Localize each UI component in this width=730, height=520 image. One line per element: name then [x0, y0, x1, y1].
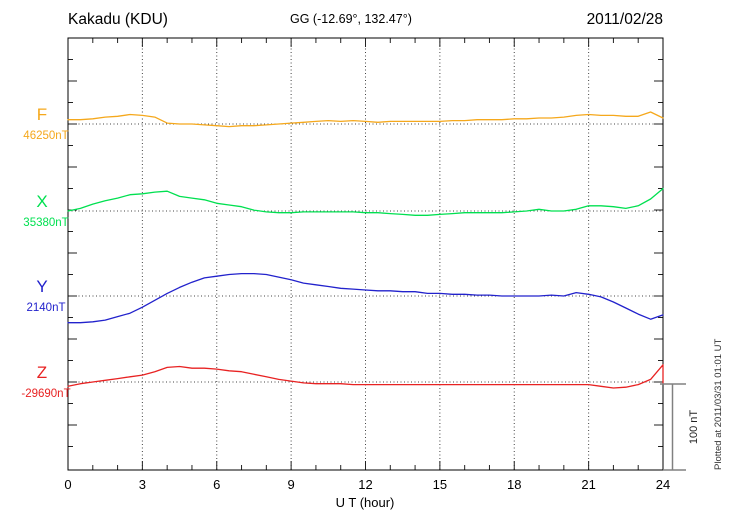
gridlines [68, 38, 663, 470]
component-label-x: X [36, 192, 47, 211]
baseline-value-x: 35380nT [23, 217, 68, 229]
trace-z [67, 364, 664, 389]
plotted-note: Plotted at 2011/03/31 01:01 UT [713, 338, 724, 470]
traces [67, 111, 664, 389]
hour-label-18: 18 [507, 477, 521, 492]
x-axis-title: U T (hour) [336, 495, 395, 510]
x-axis-tick-labels: 0 3 6 9 12 15 18 21 24 [64, 477, 670, 492]
hour-label-24: 24 [656, 477, 670, 492]
trace-x [67, 187, 664, 216]
component-label-z: Z [37, 363, 47, 382]
date-label: 2011/02/28 [587, 11, 663, 28]
scale-bar: 100 nT [660, 383, 700, 471]
component-label-y: Y [36, 277, 47, 296]
coordinates-label: GG (-12.69°, 132.47°) [290, 12, 412, 26]
hour-label-9: 9 [288, 477, 295, 492]
scale-bar-label: 100 nT [688, 410, 700, 445]
hour-label-0: 0 [64, 477, 71, 492]
hour-label-15: 15 [433, 477, 447, 492]
hour-label-6: 6 [213, 477, 220, 492]
hour-label-21: 21 [581, 477, 595, 492]
hour-label-3: 3 [139, 477, 146, 492]
axis-ticks [68, 38, 663, 470]
baseline-value-y: 2140nT [26, 302, 65, 314]
hour-label-12: 12 [358, 477, 372, 492]
station-title: Kakadu (KDU) [68, 11, 168, 28]
trace-f [67, 111, 664, 128]
component-label-f: F [37, 105, 47, 124]
series-labels: F 46250nT X 35380nT Y 2140nT Z -29690nT [21, 105, 70, 400]
plot-frame [67, 37, 664, 471]
baseline-value-z: -29690nT [21, 388, 70, 400]
trace-y [67, 272, 664, 324]
baseline-value-f: 46250nT [23, 130, 68, 142]
